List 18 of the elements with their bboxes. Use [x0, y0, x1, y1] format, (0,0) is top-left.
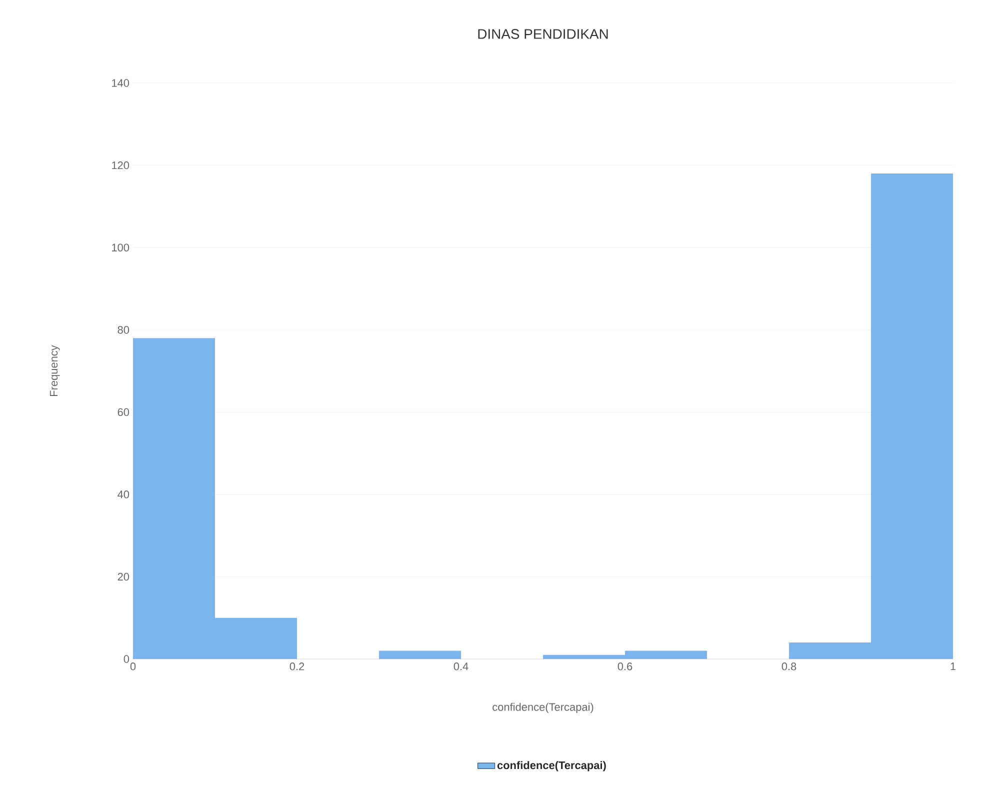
x-tick-label: 0.6 [618, 662, 632, 670]
y-tick-label: 60 [118, 408, 130, 416]
y-tick-label: 40 [118, 490, 130, 498]
y-tick-label: 20 [118, 572, 130, 581]
x-tick-label: 0.2 [290, 662, 304, 670]
x-axis-title: confidence(Tercapai) [492, 702, 594, 714]
y-tick-label: 80 [118, 326, 130, 334]
y-tick-label: 0 [124, 655, 130, 663]
x-tick-label: 1 [950, 662, 956, 670]
y-tick-label: 120 [112, 161, 130, 170]
x-tick-label: 0 [130, 662, 136, 670]
y-tick-label: 100 [112, 244, 130, 252]
chart-title: DINAS PENDIDIKAN [478, 29, 608, 39]
legend-label: confidence(Tercapai) [497, 761, 606, 772]
x-tick-label: 0.8 [782, 662, 796, 670]
x-tick-label: 0.4 [454, 662, 468, 670]
y-axis-title: Frequency [50, 345, 60, 396]
y-tick-label: 140 [112, 79, 130, 87]
